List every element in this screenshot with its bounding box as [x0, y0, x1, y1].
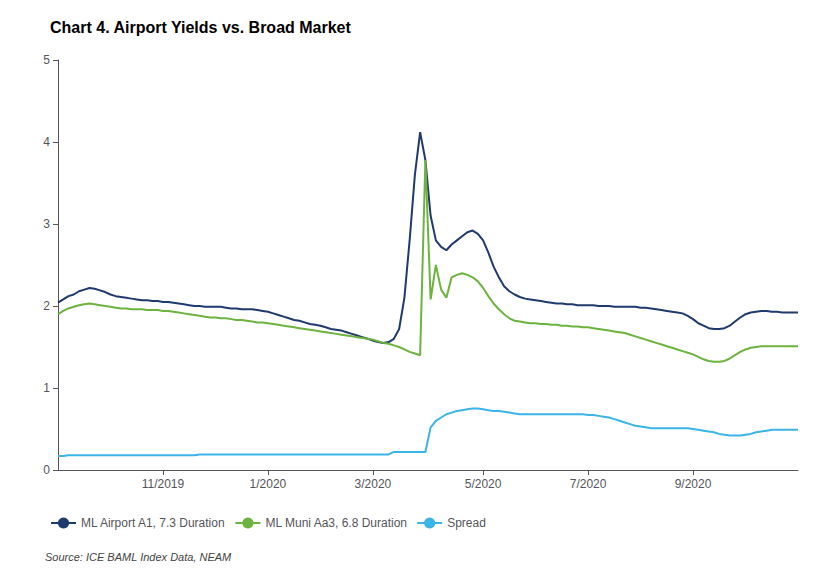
svg-text:3: 3 [43, 217, 50, 231]
svg-text:5/2020: 5/2020 [465, 477, 502, 491]
svg-text:9/2020: 9/2020 [675, 477, 712, 491]
svg-text:0: 0 [43, 463, 50, 477]
svg-text:11/2019: 11/2019 [142, 477, 185, 491]
svg-text:Chart 4. Airport Yields vs. Br: Chart 4. Airport Yields vs. Broad Market [50, 19, 352, 36]
svg-text:Source: ICE BAML Index Data, N: Source: ICE BAML Index Data, NEAM [45, 551, 232, 563]
svg-text:1/2020: 1/2020 [250, 477, 287, 491]
svg-text:3/2020: 3/2020 [355, 477, 392, 491]
svg-text:1: 1 [43, 381, 50, 395]
svg-text:7/2020: 7/2020 [570, 477, 607, 491]
svg-text:ML Muni Aa3, 6.8 Duration: ML Muni Aa3, 6.8 Duration [265, 516, 407, 530]
svg-text:5: 5 [43, 53, 50, 67]
svg-text:2: 2 [43, 299, 50, 313]
svg-text:ML Airport A1, 7.3 Duration: ML Airport A1, 7.3 Duration [81, 516, 225, 530]
svg-text:Spread: Spread [447, 516, 486, 530]
svg-text:4: 4 [43, 135, 50, 149]
